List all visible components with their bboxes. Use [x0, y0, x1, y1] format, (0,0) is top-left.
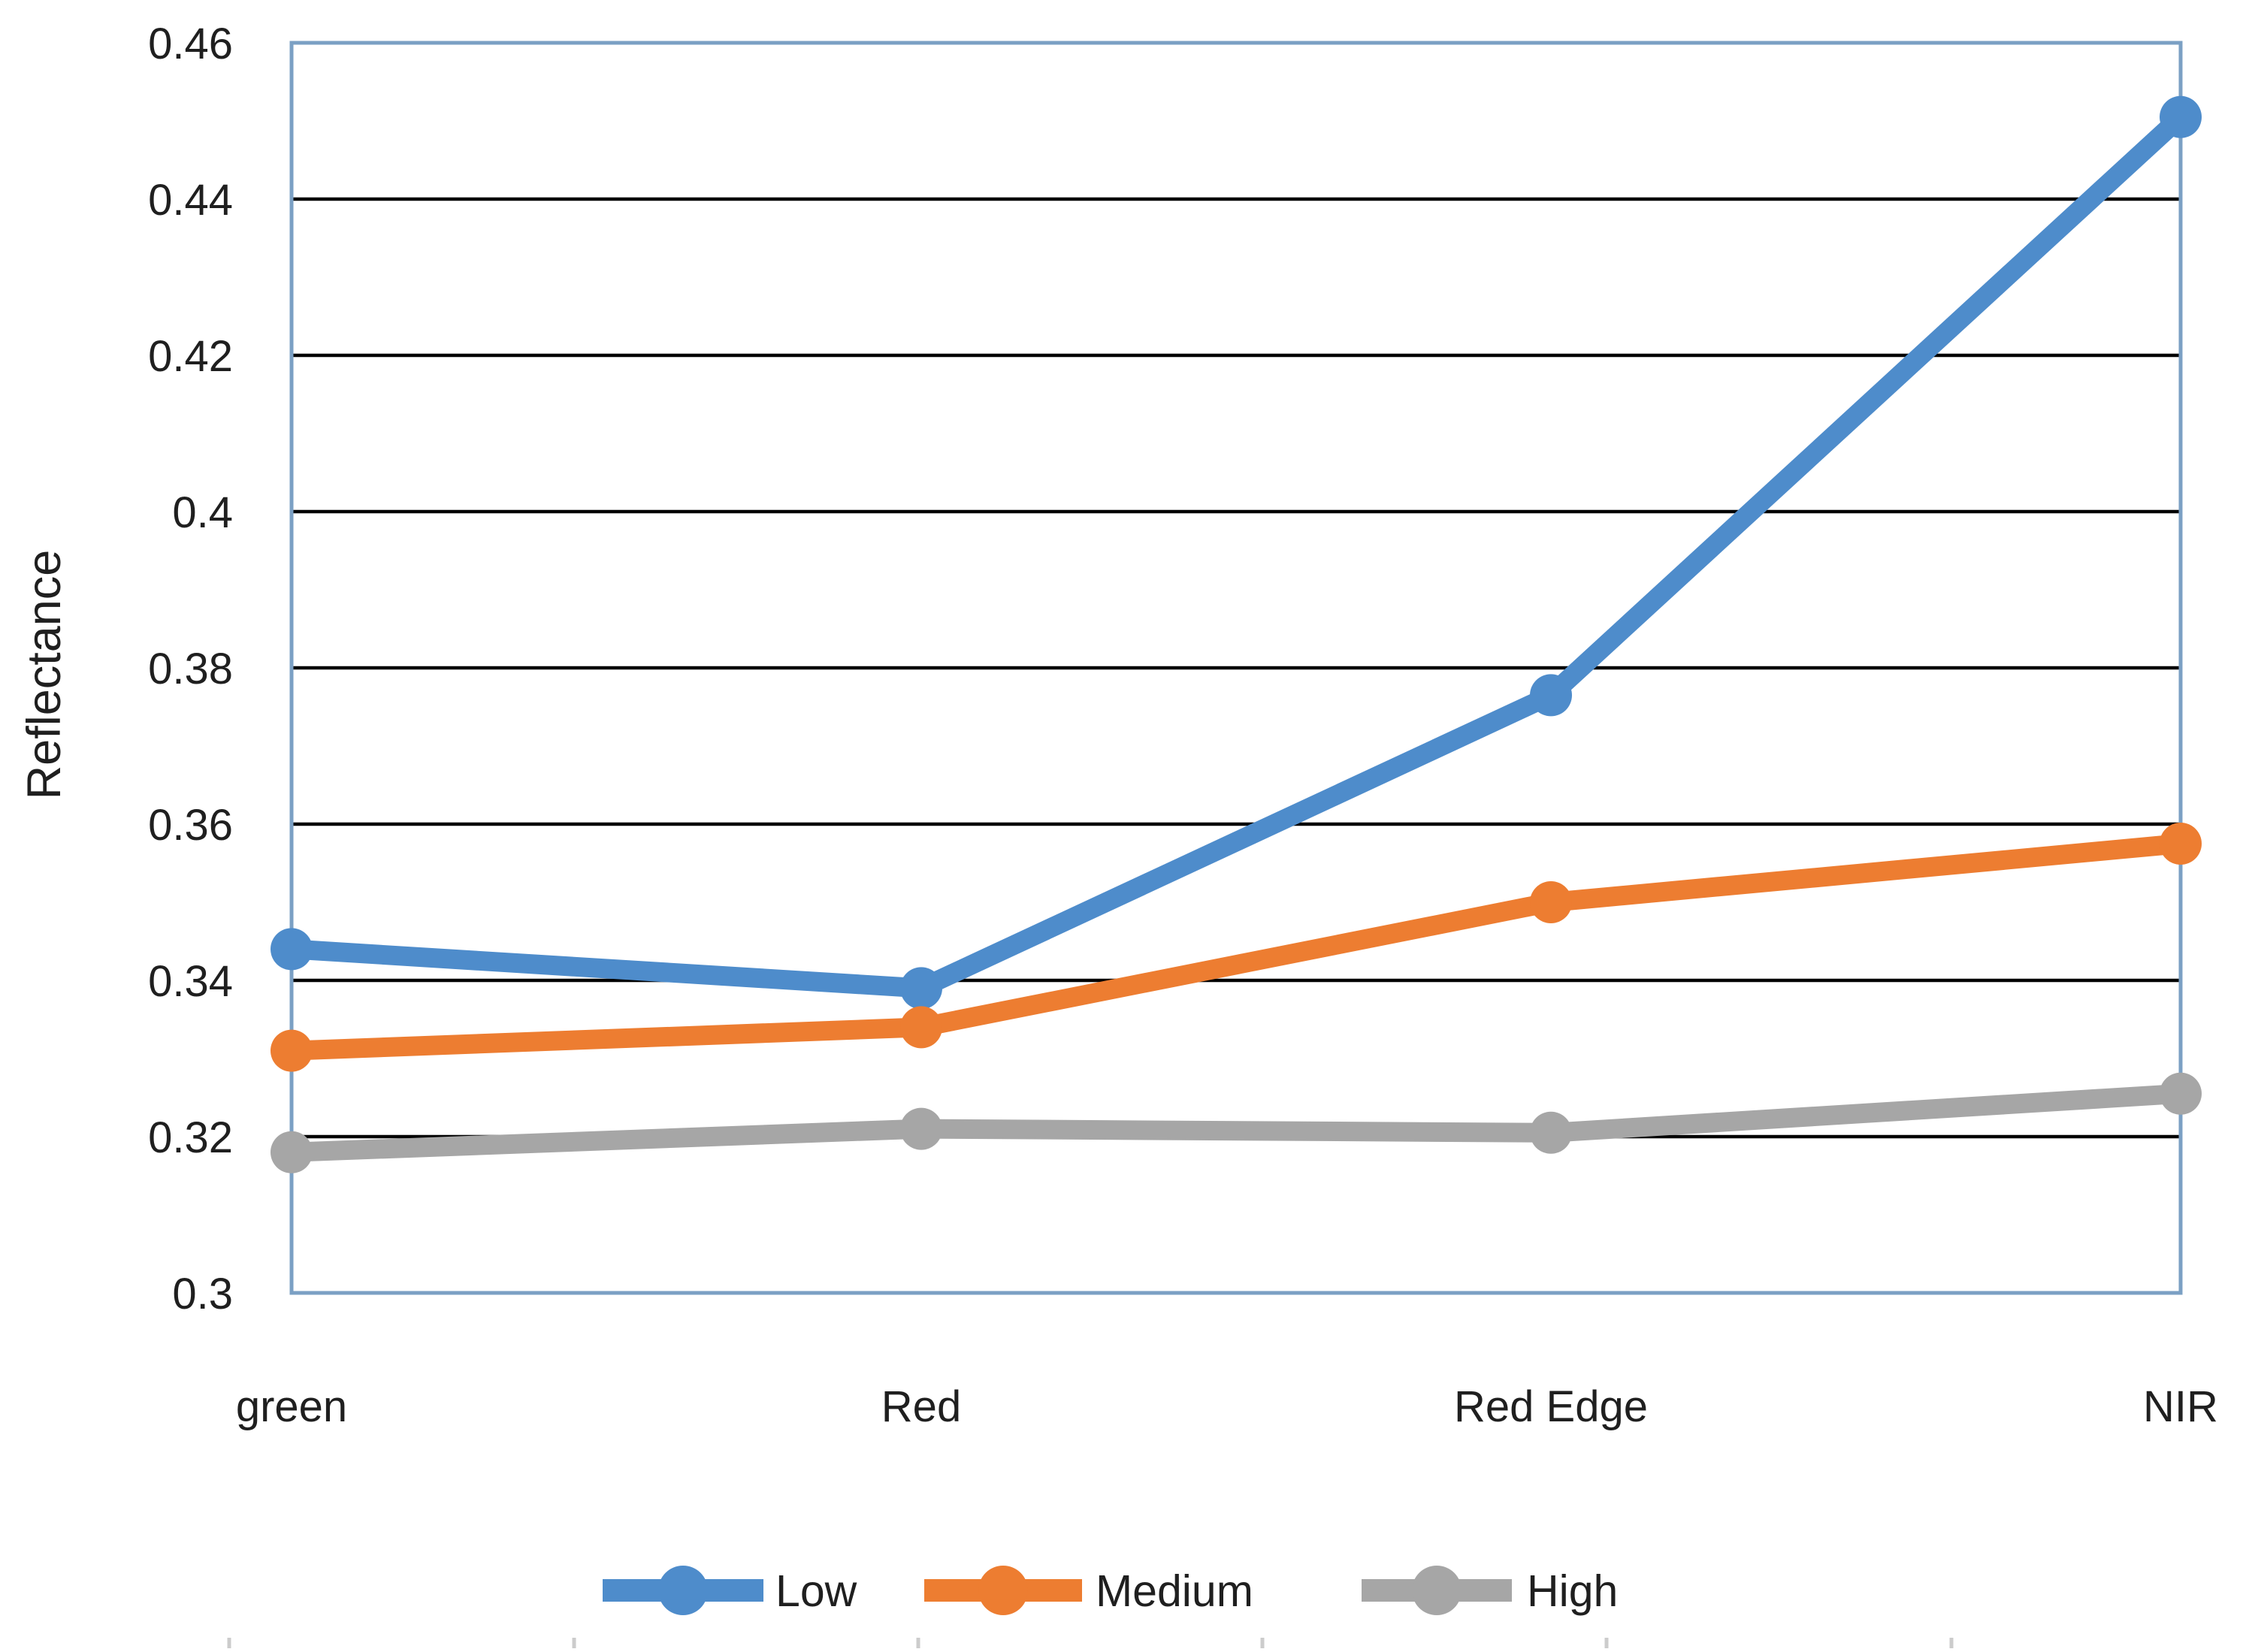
legend-item-low: Low	[603, 1566, 857, 1616]
legend-dot-icon	[1412, 1566, 1462, 1615]
point-medium-red	[900, 1006, 942, 1049]
y-tick-label-0.32: 0.32	[148, 1113, 233, 1162]
y-tick-label-0.46: 0.46	[148, 20, 233, 68]
point-high-green	[271, 1131, 313, 1173]
series-line-medium	[282, 834, 2190, 1061]
x-category-label-green: green	[236, 1382, 347, 1431]
y-tick-label-0.3: 0.3	[172, 1270, 233, 1318]
series-line-high	[282, 1083, 2190, 1162]
y-tick-label-0.38: 0.38	[148, 645, 233, 693]
y-tick-label-0.42: 0.42	[148, 332, 233, 381]
legend-dot-icon	[658, 1566, 708, 1615]
legend-item-high: High	[1362, 1566, 1618, 1616]
point-low-red-edge	[1530, 674, 1572, 717]
legend-label-low: Low	[775, 1566, 857, 1616]
x-axis-category-labels: green Red Red Edge NIR	[236, 1382, 2218, 1431]
gridlines	[292, 197, 2181, 1139]
legend-dot-icon	[978, 1566, 1028, 1615]
y-tick-label-0.34: 0.34	[148, 957, 233, 1006]
legend-label-high: High	[1527, 1566, 1618, 1616]
point-low-green	[271, 928, 313, 971]
bottom-edge-ticks	[227, 1638, 1954, 1648]
plot-border	[289, 41, 2183, 1295]
point-high-nir	[2160, 1072, 2202, 1115]
point-medium-green	[271, 1029, 313, 1072]
x-category-label-nir: NIR	[2143, 1382, 2218, 1431]
legend-item-medium: Medium	[924, 1566, 1253, 1616]
point-high-red-edge	[1530, 1111, 1572, 1154]
legend-label-medium: Medium	[1096, 1566, 1253, 1616]
series-line-low	[282, 107, 2190, 998]
point-medium-red-edge	[1530, 881, 1572, 923]
y-tick-label-0.4: 0.4	[172, 488, 233, 537]
x-category-label-red-edge: Red Edge	[1454, 1382, 1648, 1431]
series-group	[271, 95, 2202, 1173]
y-tick-label-0.36: 0.36	[148, 801, 233, 850]
y-tick-label-0.44: 0.44	[148, 176, 233, 225]
point-high-red	[900, 1107, 942, 1150]
y-axis-tick-labels: 0.46 0.44 0.42 0.4 0.38 0.36 0.34 0.32 0.3	[148, 20, 233, 1318]
point-low-red	[900, 967, 942, 1010]
point-low-nir	[2160, 95, 2202, 138]
y-axis-title: Reflectance	[18, 550, 71, 800]
point-medium-nir	[2160, 823, 2202, 865]
x-category-label-red: Red	[881, 1382, 961, 1431]
legend: Low Medium High	[603, 1566, 1618, 1616]
